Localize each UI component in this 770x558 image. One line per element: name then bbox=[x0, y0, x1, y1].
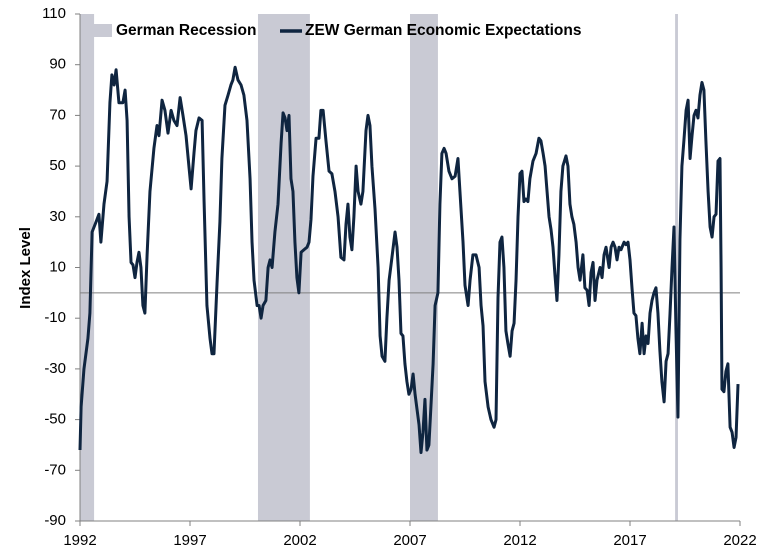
legend-label: German Recession bbox=[116, 22, 256, 39]
recession-band bbox=[675, 14, 678, 521]
y-tick-label: -70 bbox=[44, 461, 66, 478]
x-tick-label: 2007 bbox=[393, 532, 426, 549]
y-tick-label: -90 bbox=[44, 512, 66, 529]
y-tick-label: 50 bbox=[49, 157, 66, 174]
x-tick-label: 2002 bbox=[283, 532, 316, 549]
y-tick-label: 30 bbox=[49, 208, 66, 225]
recession-band bbox=[257, 14, 310, 521]
y-tick-label: 70 bbox=[49, 106, 66, 123]
legend-swatch bbox=[92, 24, 112, 37]
y-tick-label: 110 bbox=[42, 5, 66, 22]
plot-area bbox=[75, 13, 741, 526]
x-tick-label: 2022 bbox=[723, 532, 756, 549]
y-axis-title: Index Level bbox=[17, 227, 34, 309]
data-line bbox=[78, 65, 740, 455]
y-tick-label: -50 bbox=[44, 411, 66, 428]
legend: German Recession ZEW German Economic Exp… bbox=[92, 22, 581, 39]
x-tick-label: 1992 bbox=[63, 532, 96, 549]
y-tick-label: 10 bbox=[49, 258, 66, 275]
legend-label: ZEW German Economic Expectations bbox=[305, 22, 581, 39]
x-tick-label: 1997 bbox=[173, 532, 206, 549]
x-tick-label: 2012 bbox=[503, 532, 536, 549]
y-tick-label: -10 bbox=[44, 309, 66, 326]
recession-band bbox=[410, 14, 438, 521]
y-tick-label: 90 bbox=[49, 56, 66, 73]
y-tick-label: -30 bbox=[44, 360, 66, 377]
x-tick-label: 2017 bbox=[613, 532, 646, 549]
